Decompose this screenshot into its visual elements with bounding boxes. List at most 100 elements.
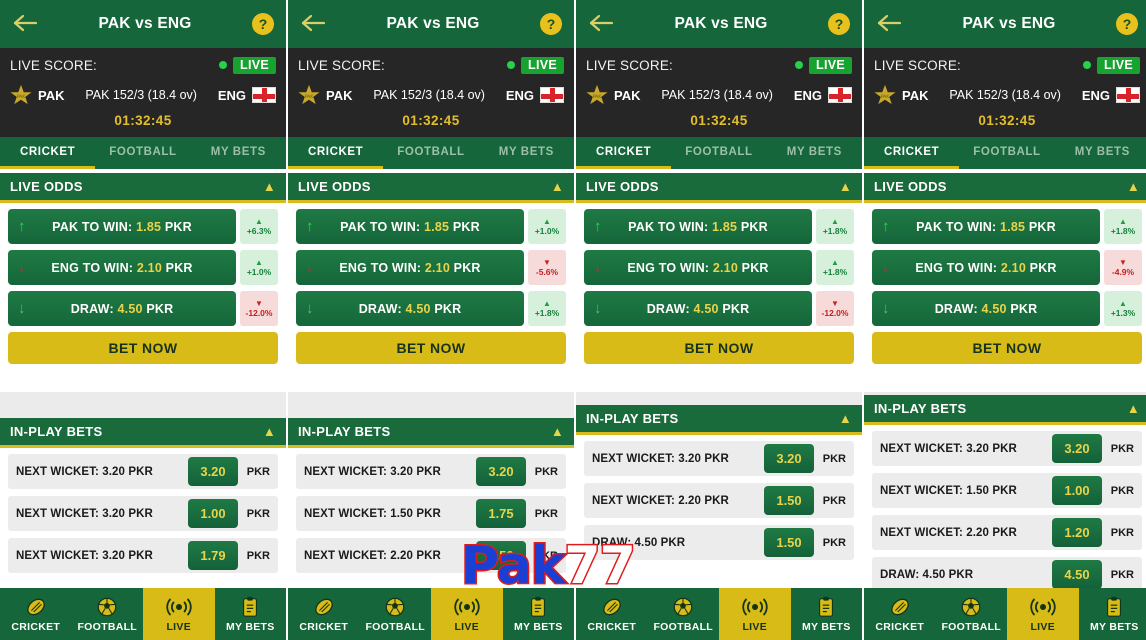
list-item[interactable]: NEXT WICKET: 1.50 PKR 1.75 PKR	[296, 496, 566, 531]
in-play-header[interactable]: IN-PLAY BETS ▲	[288, 418, 574, 448]
nav-item-live[interactable]: LIVE	[719, 588, 791, 640]
in-play-odds-button[interactable]: 1.79	[188, 541, 238, 570]
list-item[interactable]: NEXT WICKET: 3.20 PKR 3.20 PKR	[584, 441, 854, 476]
nav-item-live[interactable]: LIVE	[1007, 588, 1079, 640]
tab-football[interactable]: FOOTBALL	[397, 145, 465, 158]
bet-now-button[interactable]: BET NOW	[296, 332, 566, 364]
nav-item-football[interactable]: FOOTBALL	[648, 588, 720, 640]
nav-item-football[interactable]: FOOTBALL	[936, 588, 1008, 640]
odds-selection-button[interactable]: ↓ ENG TO WIN: 2.10 PKR	[296, 250, 524, 285]
back-arrow-icon[interactable]	[876, 13, 902, 35]
odds-selection-button[interactable]: ↓ DRAW: 4.50 PKR	[296, 291, 524, 326]
back-arrow-icon[interactable]	[12, 13, 38, 35]
odds-selection-button[interactable]: ↓ ENG TO WIN: 2.10 PKR	[872, 250, 1100, 285]
tab-my-bets[interactable]: MY BETS	[1074, 145, 1130, 158]
odds-change-badge[interactable]: ▲ +1.8%	[1104, 209, 1142, 244]
odds-selection-button[interactable]: ↑ PAK TO WIN: 1.85 PKR	[8, 209, 236, 244]
back-arrow-icon[interactable]	[588, 13, 614, 35]
chevron-up-icon[interactable]: ▲	[838, 179, 852, 194]
in-play-odds-button[interactable]: 3.20	[1052, 434, 1102, 463]
live-odds-header[interactable]: LIVE ODDS ▲	[864, 173, 1146, 203]
list-item[interactable]: NEXT WICKET: 3.20 PKR 3.20 PKR	[872, 431, 1142, 466]
help-icon[interactable]: ?	[828, 13, 850, 35]
help-icon[interactable]: ?	[540, 13, 562, 35]
in-play-odds-button[interactable]: 4.50	[1052, 560, 1102, 589]
nav-item-cricket[interactable]: CRICKET	[288, 588, 360, 640]
odds-change-badge[interactable]: ▲ +6.3%	[240, 209, 278, 244]
nav-item-cricket[interactable]: CRICKET	[864, 588, 936, 640]
nav-item-football[interactable]: FOOTBALL	[72, 588, 144, 640]
back-arrow-icon[interactable]	[300, 13, 326, 35]
in-play-header[interactable]: IN-PLAY BETS ▲	[0, 418, 286, 448]
odds-selection-button[interactable]: ↑ PAK TO WIN: 1.85 PKR	[872, 209, 1100, 244]
chevron-up-icon[interactable]: ▲	[1126, 401, 1140, 416]
nav-item-live[interactable]: LIVE	[143, 588, 215, 640]
in-play-odds-button[interactable]: 3.20	[476, 457, 526, 486]
in-play-odds-button[interactable]: 1.75	[476, 499, 526, 528]
tab-my-bets[interactable]: MY BETS	[210, 145, 266, 158]
odds-change-badge[interactable]: ▲ +1.8%	[816, 209, 854, 244]
odds-change-badge[interactable]: ▲ +1.0%	[240, 250, 278, 285]
list-item[interactable]: NEXT WICKET: 3.20 PKR 1.79 PKR	[8, 538, 278, 573]
odds-change-badge[interactable]: ▲ +1.0%	[528, 209, 566, 244]
list-item[interactable]: DRAW: 4.50 PKR 1.50 PKR	[584, 525, 854, 560]
list-item[interactable]: DRAW: 4.50 PKR 4.50 PKR	[872, 557, 1142, 592]
tab-cricket[interactable]: CRICKET	[308, 145, 364, 158]
in-play-odds-button[interactable]: 1.50	[476, 541, 526, 570]
in-play-odds-button[interactable]: 3.20	[188, 457, 238, 486]
nav-item-cricket[interactable]: CRICKET	[0, 588, 72, 640]
odds-selection-button[interactable]: ↑ PAK TO WIN: 1.85 PKR	[584, 209, 812, 244]
tab-football[interactable]: FOOTBALL	[685, 145, 753, 158]
odds-selection-button[interactable]: ↓ DRAW: 4.50 PKR	[584, 291, 812, 326]
chevron-up-icon[interactable]: ▲	[550, 424, 564, 439]
in-play-odds-button[interactable]: 1.00	[188, 499, 238, 528]
nav-item-my-bets[interactable]: MY BETS	[1079, 588, 1146, 640]
tab-my-bets[interactable]: MY BETS	[498, 145, 554, 158]
in-play-odds-button[interactable]: 3.20	[764, 444, 814, 473]
odds-change-badge[interactable]: ▲ +1.3%	[1104, 291, 1142, 326]
nav-item-my-bets[interactable]: MY BETS	[791, 588, 863, 640]
help-icon[interactable]: ?	[252, 13, 274, 35]
odds-selection-button[interactable]: ↓ DRAW: 4.50 PKR	[8, 291, 236, 326]
tab-cricket[interactable]: CRICKET	[596, 145, 652, 158]
live-odds-header[interactable]: LIVE ODDS ▲	[576, 173, 862, 203]
nav-item-football[interactable]: FOOTBALL	[360, 588, 432, 640]
in-play-odds-button[interactable]: 1.20	[1052, 518, 1102, 547]
bet-now-button[interactable]: BET NOW	[872, 332, 1142, 364]
list-item[interactable]: NEXT WICKET: 3.20 PKR 3.20 PKR	[296, 454, 566, 489]
tab-cricket[interactable]: CRICKET	[20, 145, 76, 158]
in-play-header[interactable]: IN-PLAY BETS ▲	[864, 395, 1146, 425]
bet-now-button[interactable]: BET NOW	[584, 332, 854, 364]
tab-football[interactable]: FOOTBALL	[109, 145, 177, 158]
nav-item-my-bets[interactable]: MY BETS	[503, 588, 575, 640]
bet-now-button[interactable]: BET NOW	[8, 332, 278, 364]
odds-selection-button[interactable]: ↓ DRAW: 4.50 PKR	[872, 291, 1100, 326]
tab-my-bets[interactable]: MY BETS	[786, 145, 842, 158]
odds-change-badge[interactable]: ▼ -4.9%	[1104, 250, 1142, 285]
odds-change-badge[interactable]: ▼ -5.6%	[528, 250, 566, 285]
chevron-up-icon[interactable]: ▲	[262, 424, 276, 439]
list-item[interactable]: NEXT WICKET: 2.20 PKR 1.20 PKR	[872, 515, 1142, 550]
in-play-odds-button[interactable]: 1.00	[1052, 476, 1102, 505]
chevron-up-icon[interactable]: ▲	[262, 179, 276, 194]
in-play-odds-button[interactable]: 1.50	[764, 486, 814, 515]
list-item[interactable]: NEXT WICKET: 3.20 PKR 3.20 PKR	[8, 454, 278, 489]
odds-change-badge[interactable]: ▼ -12.0%	[240, 291, 278, 326]
odds-change-badge[interactable]: ▲ +1.8%	[816, 250, 854, 285]
odds-change-badge[interactable]: ▼ -12.0%	[816, 291, 854, 326]
nav-item-my-bets[interactable]: MY BETS	[215, 588, 287, 640]
list-item[interactable]: NEXT WICKET: 1.50 PKR 1.00 PKR	[872, 473, 1142, 508]
chevron-up-icon[interactable]: ▲	[1126, 179, 1140, 194]
nav-item-cricket[interactable]: CRICKET	[576, 588, 648, 640]
list-item[interactable]: NEXT WICKET: 2.20 PKR 1.50 PKR	[584, 483, 854, 518]
odds-selection-button[interactable]: ↑ PAK TO WIN: 1.85 PKR	[296, 209, 524, 244]
in-play-odds-button[interactable]: 1.50	[764, 528, 814, 557]
odds-change-badge[interactable]: ▲ +1.8%	[528, 291, 566, 326]
chevron-up-icon[interactable]: ▲	[550, 179, 564, 194]
odds-selection-button[interactable]: ↓ ENG TO WIN: 2.10 PKR	[8, 250, 236, 285]
list-item[interactable]: NEXT WICKET: 3.20 PKR 1.00 PKR	[8, 496, 278, 531]
list-item[interactable]: NEXT WICKET: 2.20 PKR 1.50 PKR	[296, 538, 566, 573]
tab-cricket[interactable]: CRICKET	[884, 145, 940, 158]
live-odds-header[interactable]: LIVE ODDS ▲	[288, 173, 574, 203]
in-play-header[interactable]: IN-PLAY BETS ▲	[576, 405, 862, 435]
